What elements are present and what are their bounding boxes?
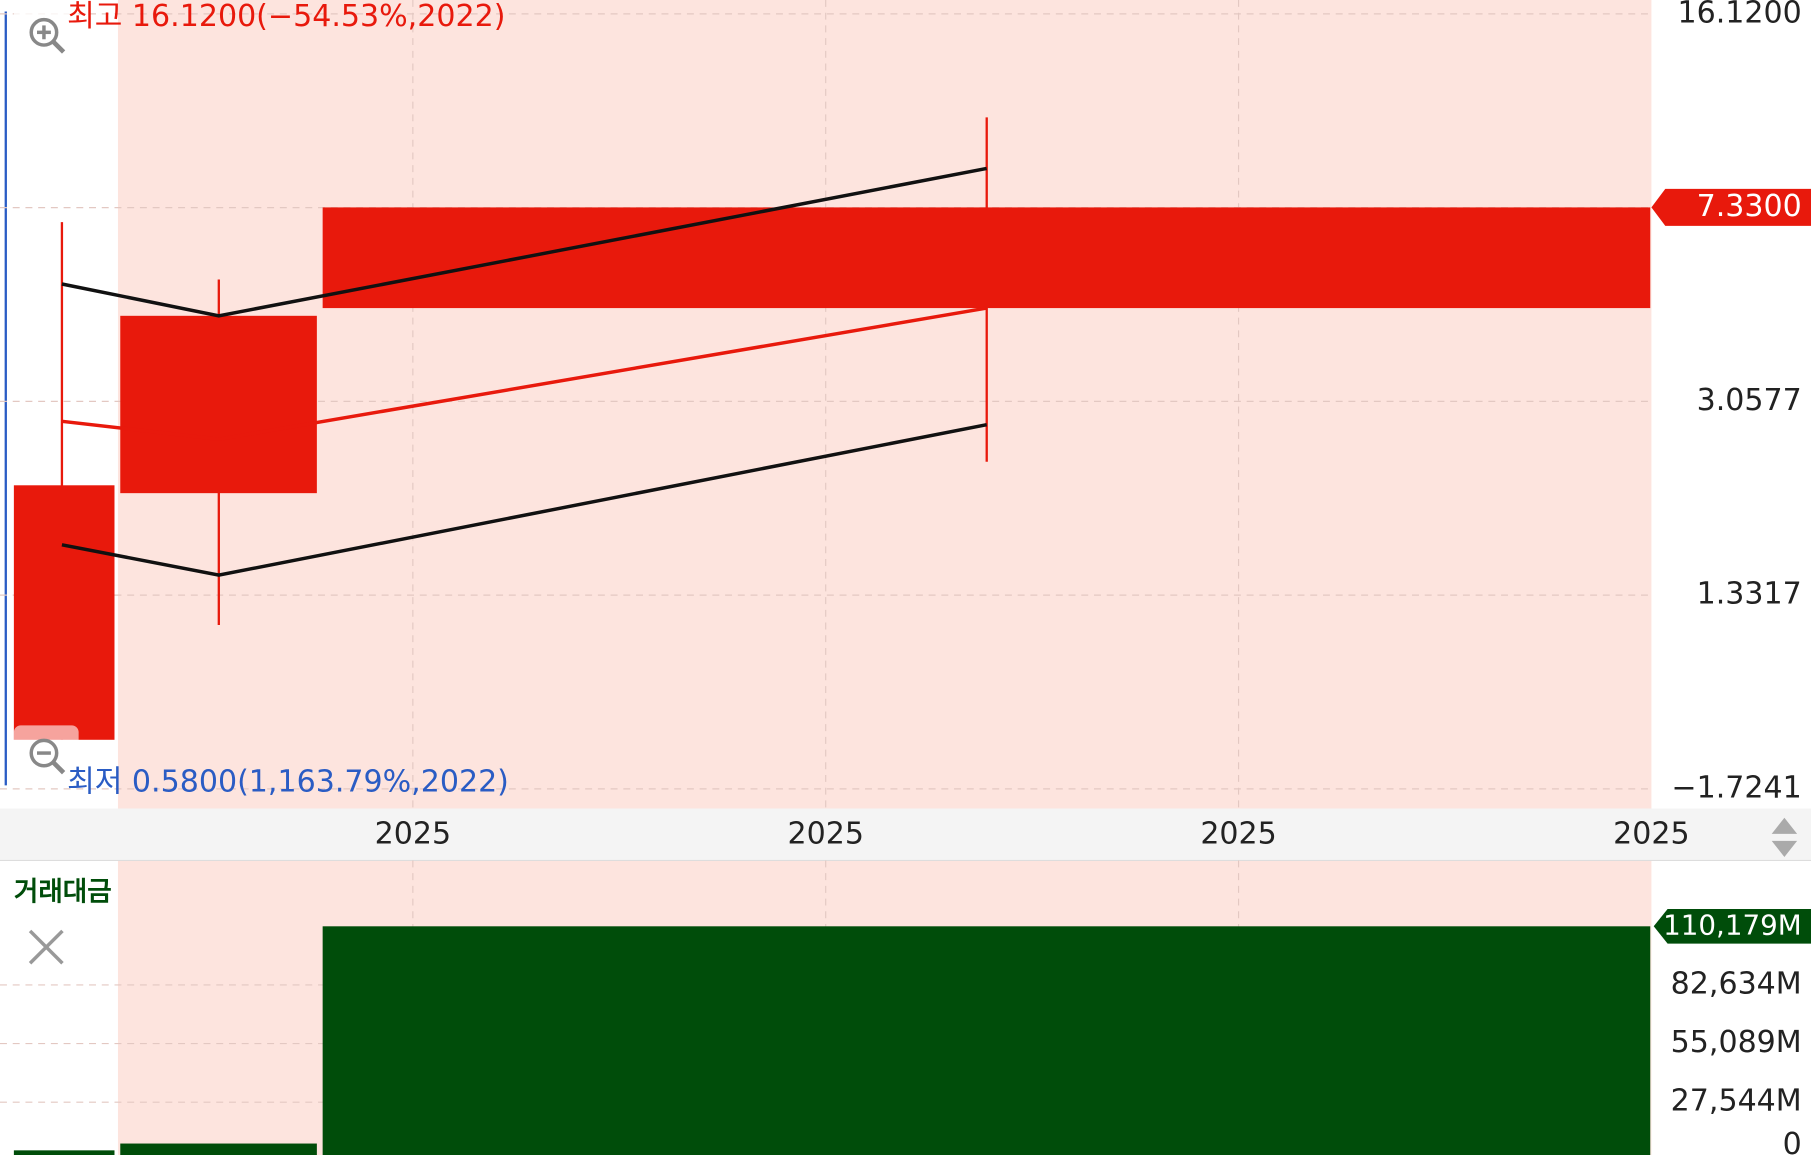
low-annotation: 최저 0.5800(1,163.79%,2022) — [67, 765, 509, 800]
y-tick-label: −1.7241 — [1671, 770, 1801, 805]
volume-title: 거래대금 — [14, 876, 112, 907]
zoom-out-icon — [29, 738, 59, 768]
current-price-tag — [1651, 188, 1811, 226]
volume-bar — [120, 1143, 317, 1155]
current-volume-tag — [1653, 908, 1811, 944]
x-axis-bar — [0, 808, 1811, 861]
close-icon — [28, 929, 64, 965]
current-volume-label: 110,179M — [1663, 908, 1802, 941]
x-tick-label: 2025 — [787, 817, 863, 852]
current-price-label: 7.3300 — [1697, 189, 1802, 224]
scroll-arrows[interactable] — [1771, 817, 1798, 858]
zoom-in-icon — [51, 39, 66, 54]
zoom-in-icon — [29, 17, 59, 47]
volume-bar — [13, 1150, 115, 1155]
x-tick-label: 2025 — [375, 817, 451, 852]
y-tick-label: 0 — [1783, 1127, 1802, 1155]
x-tick-label: 2025 — [1200, 817, 1276, 852]
volume-bar — [322, 926, 1651, 1155]
moving-average — [61, 306, 988, 442]
moving-average — [61, 422, 988, 577]
price-bg — [117, 0, 1652, 809]
candle-body — [322, 207, 1651, 309]
moving-average — [61, 166, 988, 318]
y-tick-label: 16.1200 — [1677, 0, 1801, 30]
x-tick-label: 2025 — [1613, 817, 1689, 852]
y-tick-label: 82,634M — [1671, 966, 1802, 1001]
y-tick-label: 1.3317 — [1697, 577, 1802, 612]
y-tick-label: 55,089M — [1671, 1025, 1802, 1060]
candle-body — [120, 315, 317, 494]
zoom-out-icon — [51, 760, 66, 775]
y-tick-label: 3.0577 — [1697, 383, 1802, 418]
high-annotation: 최고 16.1200(−54.53%,2022) — [67, 0, 505, 34]
candle-body — [13, 485, 115, 740]
y-tick-label: 27,544M — [1671, 1084, 1802, 1119]
